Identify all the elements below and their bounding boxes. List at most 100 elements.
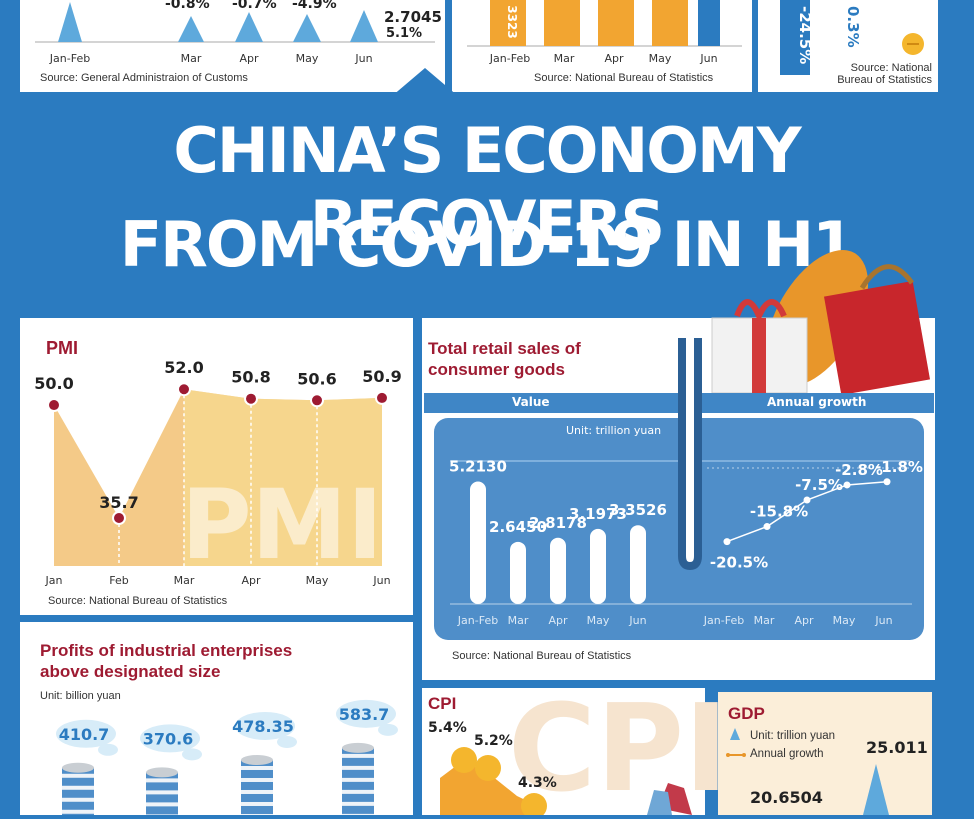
retail-bar [470, 481, 486, 604]
change-label: -4.9% [292, 0, 337, 12]
bar-value-label: 0.3% [844, 6, 862, 48]
month-label: Apr [239, 52, 259, 65]
gdp-panel: GDP 25.011 20.6504 Unit: trillion yuan A… [718, 692, 932, 815]
profit-value-label: 478.35 [232, 717, 294, 736]
pmi-panel: PMI PMI 50.0 Jan 35.7 Feb 52.0 Mar 50.8 Apr 50.6… [20, 318, 413, 615]
header-growth-label: Annual growth [767, 395, 867, 409]
pmi-month-label: Jun [372, 574, 390, 587]
profit-cloud [140, 724, 200, 753]
profit-cloud [336, 699, 396, 728]
pmi-point [112, 511, 126, 525]
banner: CHINA’S ECONOMY RECOVERS FROM COVID-19 I… [40, 100, 933, 310]
retail-bar [630, 525, 646, 604]
source-line: Source: National [850, 62, 932, 74]
profits-unit: Unit: billion yuan [40, 690, 121, 702]
growth-month-label: May [833, 614, 856, 627]
top-right-panel: -24.5% 0.3% Source: National Bureau of S… [758, 0, 938, 92]
pmi-point [244, 391, 258, 406]
profits-title: Profits of industrial enterprises above … [40, 640, 292, 682]
retail-bar-label: 3.1973 [569, 505, 627, 523]
change-label: -0.7% [232, 0, 277, 12]
cpi-chart: 5.4% 5.2% 4.3% [428, 720, 692, 815]
pmi-month-label: Feb [109, 574, 128, 587]
top-nbs-chart: 3323 Jan-Feb Mar Apr May Jun [467, 0, 742, 65]
may-cone [293, 14, 321, 42]
profits-chart: 410.7 370.6 478.35 583.7 [56, 699, 398, 815]
retail-title-line: consumer goods [428, 360, 565, 379]
banner-notch [385, 68, 465, 102]
growth-value-label: -15.8% [750, 503, 808, 521]
month-label: May [296, 52, 319, 65]
profits-panel: Profits of industrial enterprises above … [20, 622, 413, 815]
coin-icon [451, 747, 477, 773]
bar-apr [598, 0, 634, 46]
profit-stack-top [146, 767, 178, 778]
shopping-goods-illustration [711, 250, 930, 396]
top-nbs-source: Source: National Bureau of Statistics [534, 72, 714, 84]
month-label: Jan-Feb [49, 52, 90, 65]
pmi-source: Source: National Bureau of Statistics [48, 595, 228, 607]
growth-month-label: Jan-Feb [703, 614, 744, 627]
cpi-watermark: CPI [508, 680, 729, 819]
month-label: Mar [554, 52, 575, 65]
gdp-legend-growth: Annual growth [750, 748, 824, 760]
retail-unit: Unit: trillion yuan [566, 424, 662, 437]
retail-bar-label: 2.6450 [489, 518, 547, 536]
pmi-chart: PMI 50.0 Jan 35.7 Feb 52.0 Mar 50.8 Apr 50.6 May 5… [34, 358, 401, 587]
growth-month-label: Mar [754, 614, 775, 627]
month-label: Jun [699, 52, 717, 65]
gdp-legend-value: Unit: trillion yuan [750, 730, 836, 742]
cpi-title: CPI [428, 694, 457, 713]
pmi-point [177, 382, 191, 397]
growth-value-label: -1.8% [875, 458, 923, 476]
banner-title-line1: CHINA’S ECONOMY RECOVERS [173, 114, 801, 260]
mar-cone [178, 16, 204, 42]
profit-value-label: 583.7 [339, 705, 390, 724]
jun-change-label: 5.1% [386, 26, 422, 41]
change-label: -0.8% [165, 0, 210, 12]
month-label: Apr [604, 52, 624, 65]
retail-month-label: Jan-Feb [457, 614, 498, 627]
growth-point [723, 538, 731, 546]
month-label: Jan-Feb [489, 52, 530, 65]
cpi-value-label: 5.2% [474, 733, 513, 749]
retail-month-label: Apr [548, 614, 568, 627]
top-trade-panel: -0.8% -0.7% -4.9% 2.7045 5.1% Jan-Feb Ma… [20, 0, 445, 92]
cpi-panel: CPI CPI 5.4% 5.2% 4.3% [422, 680, 729, 819]
growth-value-label: -20.5% [710, 554, 768, 572]
retail-bar [590, 528, 606, 604]
pmi-point [310, 393, 324, 408]
source-line: Bureau of Statistics [837, 74, 932, 86]
profit-stack-top [342, 742, 374, 753]
bar-jun [698, 0, 720, 46]
pmi-month-label: Jan [45, 574, 63, 587]
cone-legend-icon [730, 728, 740, 740]
profit-value-label: 410.7 [59, 725, 110, 744]
retail-title-line: Total retail sales of [428, 339, 581, 358]
pmi-title: PMI [46, 338, 79, 358]
coin-icon [475, 755, 501, 781]
pmi-value-label: 52.0 [164, 358, 203, 377]
retail-bar-label: 5.2130 [449, 457, 507, 475]
growth-month-label: Apr [794, 614, 814, 627]
profit-stack-top [241, 754, 273, 765]
banner-title-line2: FROM COVID-19 IN H1 [119, 208, 855, 281]
pmi-point [47, 398, 61, 413]
profit-stack-top [62, 762, 94, 773]
retail-source: Source: National Bureau of Statistics [452, 650, 632, 662]
top-right-chart: -24.5% 0.3% [780, 0, 924, 75]
top-trade-chart: -0.8% -0.7% -4.9% 2.7045 5.1% Jan-Feb Ma… [35, 0, 442, 65]
pmi-value-label: 35.7 [99, 493, 138, 512]
profit-value-label: 370.6 [143, 729, 194, 748]
bar-value-label: -24.5% [796, 6, 814, 64]
pmi-month-label: May [306, 574, 329, 587]
profit-cloud [56, 719, 116, 748]
pmi-value-label: 50.6 [297, 369, 336, 388]
jun-cone [350, 10, 378, 42]
bar-mar [544, 0, 580, 46]
retail-bar-label: 3.3526 [609, 501, 667, 519]
jun-value-label: 2.7045 [384, 8, 442, 26]
retail-month-label: Jun [628, 614, 646, 627]
gdp-value-label: 25.011 [866, 738, 928, 757]
bar-jan-feb [490, 0, 526, 46]
